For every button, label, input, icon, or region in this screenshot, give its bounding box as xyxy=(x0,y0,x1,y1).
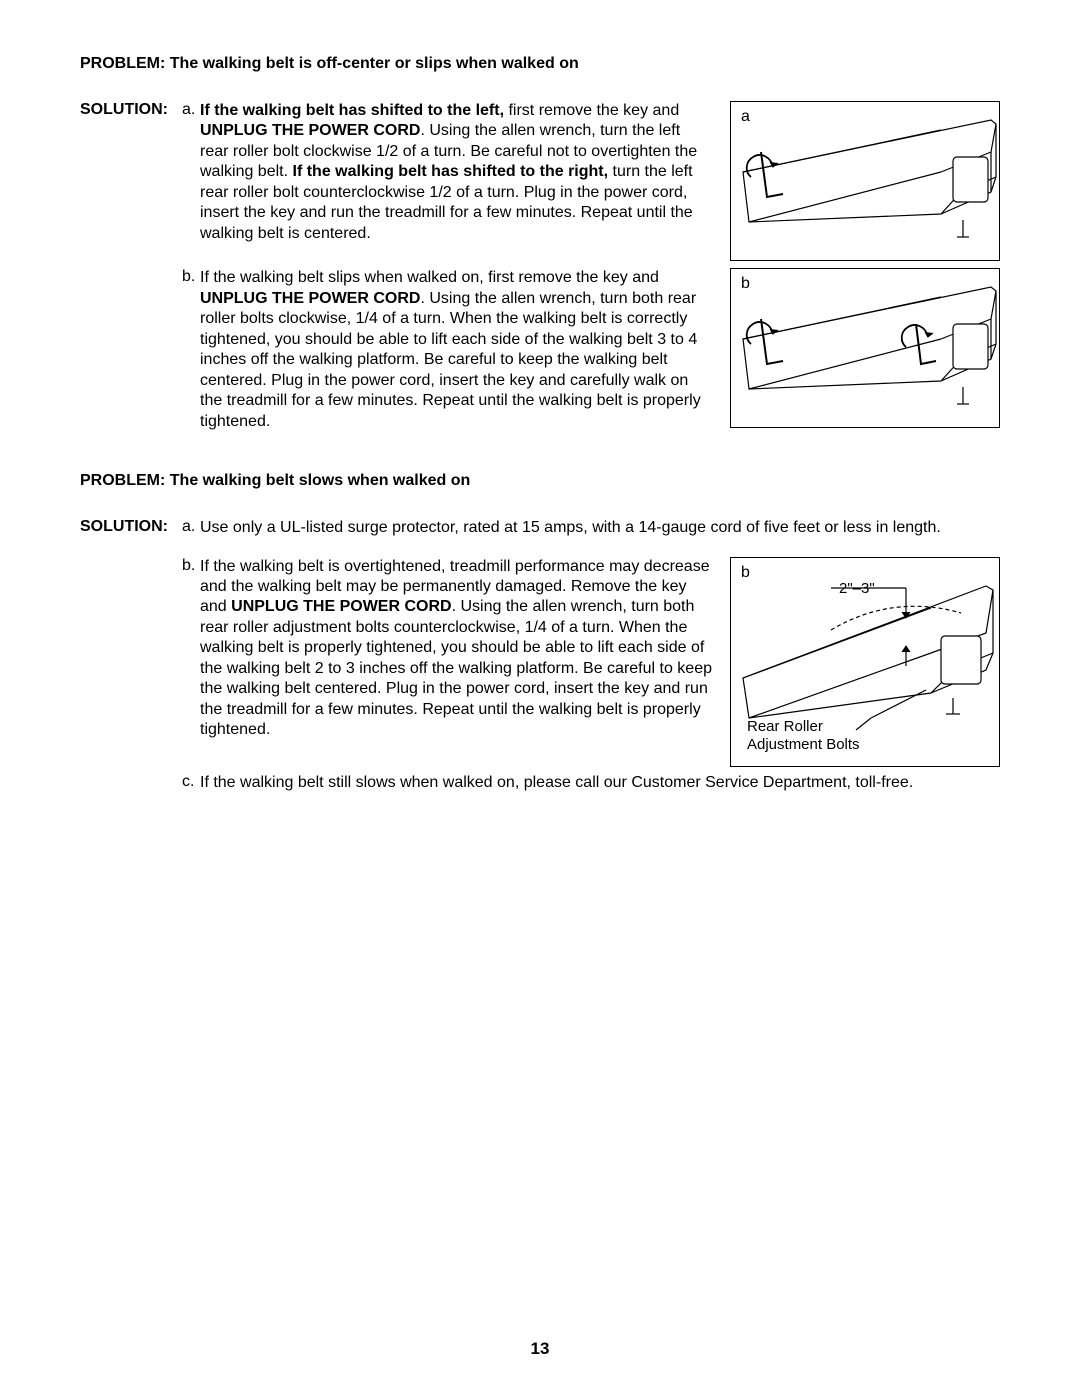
solution-row-1b: b. If the walking belt slips when walked… xyxy=(80,268,1000,450)
solution-text-1b: If the walking belt slips when walked on… xyxy=(200,268,712,432)
figure-1b: b xyxy=(730,268,1000,428)
solution-text-2c: If the walking belt still slows when wal… xyxy=(200,773,1000,793)
problem-heading-1: PROBLEM: The walking belt is off-center … xyxy=(80,55,1000,73)
figure-2b: b 2"–3" Rear Roller Adjustment Bolts xyxy=(730,557,1000,767)
solution-letter: b. xyxy=(182,557,200,741)
solution-row-2b: b. If the walking belt is overtightened,… xyxy=(80,557,1000,767)
figure-1a: a xyxy=(730,101,1000,261)
page-number: 13 xyxy=(0,1339,1080,1359)
figure-label: b xyxy=(741,275,750,293)
problem-heading-2: PROBLEM: The walking belt slows when wal… xyxy=(80,472,1000,490)
problem-text: The walking belt is off-center or slips … xyxy=(170,55,579,72)
figure-caption-line1: Rear Roller xyxy=(747,718,823,735)
solution-text-2b: If the walking belt is overtightened, tr… xyxy=(200,557,712,741)
figure-dimension-text: 2"–3" xyxy=(839,580,875,597)
manual-page: PROBLEM: The walking belt is off-center … xyxy=(0,0,1080,1397)
solution-letter: a. xyxy=(182,518,200,538)
solution-letter: c. xyxy=(182,773,200,793)
treadmill-diagram-a-icon xyxy=(731,102,1001,262)
solution-label: SOLUTION: xyxy=(80,518,182,538)
solution-row-2c: c. If the walking belt still slows when … xyxy=(80,773,1000,793)
solution-row-1a: SOLUTION: a. If the walking belt has shi… xyxy=(80,101,1000,262)
solution-text-2a: Use only a UL-listed surge protector, ra… xyxy=(200,518,1000,538)
problem-text: The walking belt slows when walked on xyxy=(170,472,471,489)
solution-letter: b. xyxy=(182,268,200,432)
solution-text-1a: If the walking belt has shifted to the l… xyxy=(200,101,712,244)
solution-letter: a. xyxy=(182,101,200,244)
figure-label: b xyxy=(741,564,750,582)
solution-label: SOLUTION: xyxy=(80,101,182,244)
problem-label: PROBLEM: xyxy=(80,472,165,489)
figure-label: a xyxy=(741,108,750,126)
treadmill-diagram-b-icon xyxy=(731,269,1001,429)
solution-row-2a: SOLUTION: a. Use only a UL-listed surge … xyxy=(80,518,1000,538)
figure-caption-line2: Adjustment Bolts xyxy=(747,736,860,753)
problem-label: PROBLEM: xyxy=(80,55,165,72)
